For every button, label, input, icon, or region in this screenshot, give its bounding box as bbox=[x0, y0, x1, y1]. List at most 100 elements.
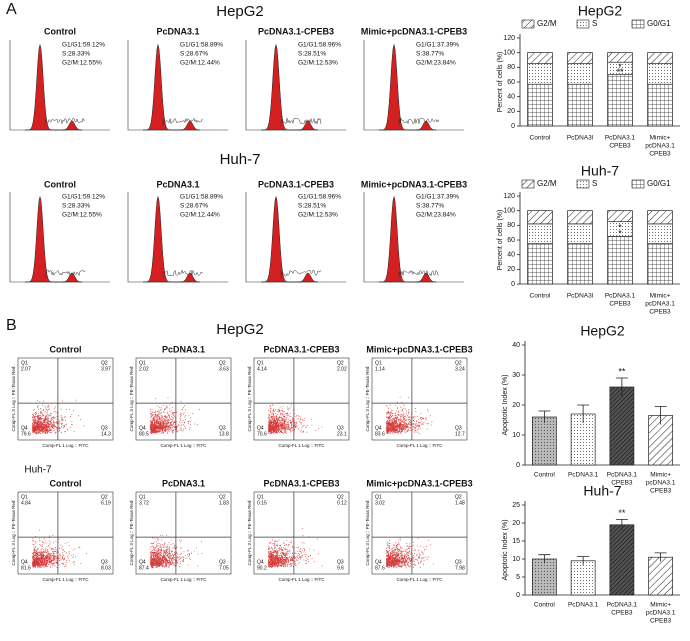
bar-segment bbox=[527, 52, 553, 65]
event-dots bbox=[32, 399, 85, 435]
x-tick-label: CPEB3 bbox=[609, 143, 631, 150]
legend-label: G2/M bbox=[537, 179, 557, 188]
x-axis-label: Comp-FL 1 Log :: FITC bbox=[278, 577, 325, 582]
quadrant-value: 12.7 bbox=[455, 431, 465, 437]
bar-segment bbox=[527, 63, 553, 85]
g2-peak bbox=[297, 272, 319, 283]
quadrant-value: 4.14 bbox=[257, 366, 267, 372]
quadrant-name: Q2 bbox=[101, 494, 108, 500]
y-tick-label: 5 bbox=[516, 574, 520, 581]
quadrant-name: Q3 bbox=[101, 559, 108, 565]
y-tick-label: 15 bbox=[512, 538, 520, 545]
x-tick-label: CPEB3 bbox=[611, 480, 633, 487]
quadrant-name: Q3 bbox=[219, 425, 226, 431]
x-axis-label: Comp-FL 1 Log :: FITC bbox=[396, 577, 443, 582]
g1-peak bbox=[260, 44, 301, 131]
x-tick-label: Mimic+ bbox=[650, 472, 671, 479]
phase-stat: S:38.77% bbox=[416, 51, 444, 58]
quadrant-name: Q3 bbox=[101, 425, 108, 431]
y-tick-label: 60 bbox=[507, 237, 515, 244]
x-tick-label: PcDNA3.1 bbox=[568, 602, 599, 609]
quadrant-name: Q1 bbox=[257, 494, 264, 500]
g2-peak bbox=[179, 272, 201, 283]
g1-peak bbox=[378, 44, 419, 131]
plot-title: Mimic+pcDNA3.1-CPEB3 bbox=[361, 179, 467, 189]
plot-title: Mimic+pcDNA3.1-CPEB3 bbox=[361, 26, 467, 36]
legend-label: G0/G1 bbox=[647, 19, 671, 28]
bar-segment bbox=[607, 52, 633, 63]
y-tick-label: 0 bbox=[516, 462, 520, 469]
y-axis-label: Comp-FL 3 Log :: PE-Texas Red bbox=[11, 500, 16, 565]
bar bbox=[532, 558, 557, 596]
panel-label: B bbox=[6, 317, 17, 334]
histogram-axes bbox=[245, 192, 346, 283]
y-tick-label: 10 bbox=[512, 432, 520, 439]
x-tick-label: CPEB3 bbox=[649, 151, 671, 158]
bar-segment bbox=[647, 223, 673, 245]
quadrant-value: 79.6 bbox=[21, 431, 31, 437]
x-tick-label: Control bbox=[530, 135, 552, 142]
quadrant-name: Q4 bbox=[139, 559, 146, 565]
legend-swatch bbox=[521, 19, 535, 29]
phase-stat: S:28.51% bbox=[298, 203, 326, 210]
x-tick-label: PcDNA3.1 bbox=[605, 293, 636, 300]
bar-segment bbox=[527, 223, 553, 245]
g1-peak bbox=[142, 196, 183, 283]
phase-stat: G1/G1:59.12% bbox=[62, 194, 105, 201]
y-tick-label: 80 bbox=[507, 222, 515, 229]
phase-stat: G2/M:23.84% bbox=[416, 60, 456, 67]
s-phase-trace bbox=[162, 269, 204, 278]
phase-stat: G1/G1:58.96% bbox=[298, 42, 341, 49]
plot-frame bbox=[371, 357, 468, 441]
x-tick-label: PcDNA3.1 bbox=[605, 135, 636, 142]
quadrant-name: Q4 bbox=[21, 559, 28, 565]
annotation: ** bbox=[618, 366, 626, 376]
plot-frame bbox=[253, 491, 350, 575]
bar bbox=[570, 560, 596, 596]
chart-title: Huh-7 bbox=[583, 483, 621, 499]
y-tick-label: 0 bbox=[516, 592, 520, 599]
quadrant-name: Q2 bbox=[219, 360, 226, 366]
bar-segment bbox=[567, 210, 593, 225]
histogram-axes bbox=[9, 192, 110, 283]
x-tick-label: Control bbox=[534, 602, 556, 609]
bar-segment bbox=[527, 243, 553, 285]
quadrant-value: 3.02 bbox=[375, 500, 385, 506]
quadrant-value: 3.63 bbox=[219, 366, 229, 372]
event-dots bbox=[386, 396, 433, 434]
quadrant-value: 14.3 bbox=[101, 431, 111, 437]
quadrant-name: Q1 bbox=[21, 494, 28, 500]
event-dots bbox=[32, 529, 87, 568]
phase-stat: G1/G1:58.89% bbox=[180, 42, 223, 49]
x-tick-label: PcDNA3.1 bbox=[568, 472, 599, 479]
bar-segment bbox=[607, 235, 633, 285]
x-tick-label: CPEB3 bbox=[649, 309, 671, 316]
chart-title: HepG2 bbox=[578, 3, 623, 19]
g1-peak bbox=[142, 44, 183, 131]
chart-title: HepG2 bbox=[580, 323, 625, 339]
y-axis-label: Percent of cells (%) bbox=[497, 210, 504, 271]
row-heading: HepG2 bbox=[216, 321, 264, 338]
event-dots bbox=[150, 534, 203, 569]
histogram-axes bbox=[127, 192, 228, 283]
x-tick-label: PcDNA3l bbox=[567, 135, 594, 142]
y-axis-label: Comp-FL 3 Log :: PE-Texas Red bbox=[129, 366, 134, 431]
plot-frame bbox=[135, 491, 232, 575]
plot-frame bbox=[17, 491, 114, 575]
event-dots bbox=[268, 404, 323, 434]
quadrant-lines bbox=[254, 358, 349, 440]
quadrant-name: Q4 bbox=[257, 559, 264, 565]
bar bbox=[609, 524, 635, 596]
x-axis-label: Comp-FL 1 Log :: FITC bbox=[42, 443, 89, 448]
y-axis-label: Comp-FL 3 Log :: PE-Texas Red bbox=[129, 500, 134, 565]
error-bar bbox=[577, 556, 590, 566]
plot-frame bbox=[371, 491, 468, 575]
bar-segment bbox=[567, 223, 593, 245]
phase-stat: S:38.77% bbox=[416, 203, 444, 210]
legend-swatch bbox=[576, 179, 590, 189]
phase-stat: G1/G1:59.12% bbox=[62, 42, 105, 49]
plot-title: Control bbox=[44, 179, 76, 189]
plot-title: Mimic+pcDNA3.1-CPEB3 bbox=[366, 344, 472, 354]
x-tick-label: PcDNA3l bbox=[567, 293, 594, 300]
